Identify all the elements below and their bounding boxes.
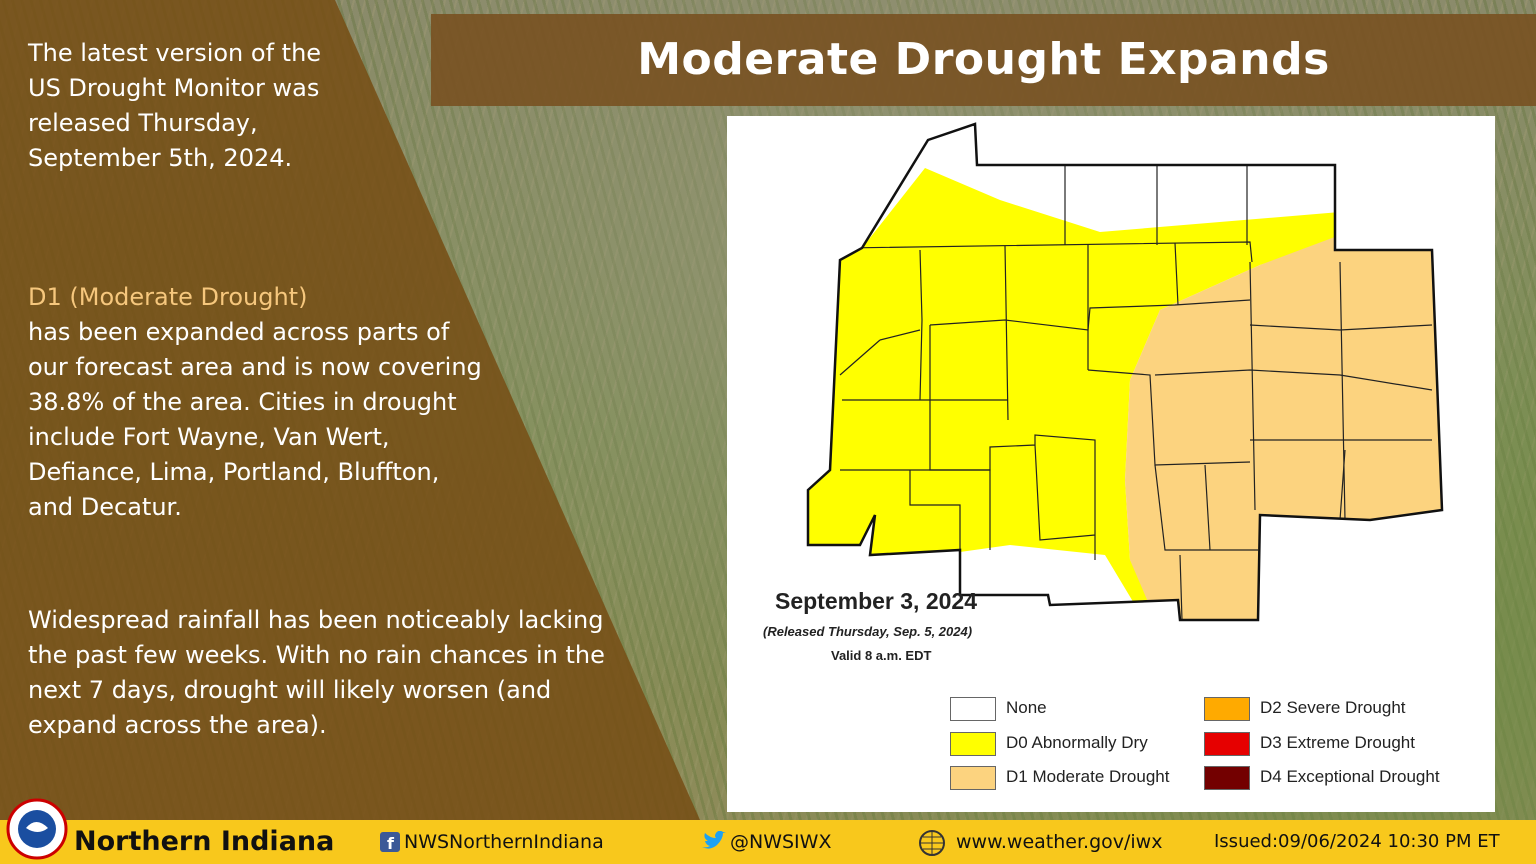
office-name: Northern Indiana (74, 826, 335, 857)
outlook-text: Widespread rainfall has been noticeably … (28, 606, 605, 739)
drought-map (806, 122, 1444, 622)
map-panel: September 3, 2024 (Released Thursday, Se… (727, 116, 1495, 812)
legend-label: D3 Extreme Drought (1260, 733, 1415, 752)
legend-swatch (1204, 696, 1250, 721)
issued-time: Issued:09/06/2024 10:30 PM ET (1214, 831, 1500, 852)
legend-item: None (950, 696, 1047, 721)
facebook-icon: f (380, 832, 400, 852)
nws-logo (6, 798, 68, 860)
legend-swatch (950, 731, 996, 756)
map-date: September 3, 2024 (775, 588, 978, 614)
drought-areas (808, 124, 1442, 620)
region-outline (806, 122, 1444, 622)
title: Moderate Drought Expands (431, 14, 1536, 106)
legend-label: D0 Abnormally Dry (1006, 733, 1148, 752)
legend-item: D1 Moderate Drought (950, 765, 1170, 790)
twitter-icon (702, 831, 726, 849)
legend-swatch (1204, 765, 1250, 790)
fb-box (380, 832, 400, 852)
globe-lines (920, 831, 944, 855)
legend-swatch (950, 696, 996, 721)
legend-swatch (1204, 731, 1250, 756)
intro-text: The latest version of the US Drought Mon… (28, 39, 322, 172)
panel-shape (0, 0, 700, 820)
web-icon (919, 830, 945, 856)
fb-glyph: f (387, 834, 395, 852)
side-panel (0, 0, 700, 820)
legend-label: D1 Moderate Drought (1006, 767, 1170, 786)
bird (702, 831, 726, 849)
logo-cloud (26, 822, 48, 832)
county-lines (839, 165, 1433, 620)
footer: Northern Indiana f NWSNorthernIndiana @N… (0, 798, 1536, 864)
highlight-text: D1 (Moderate Drought) (28, 283, 308, 311)
legend-item: D4 Exceptional Drought (1204, 765, 1440, 790)
legend-item: D2 Severe Drought (1204, 696, 1406, 721)
legend-item: D3 Extreme Drought (1204, 731, 1415, 756)
legend-label: None (1006, 698, 1047, 717)
d0-area (808, 168, 1340, 605)
map-release: (Released Thursday, Sep. 5, 2024) (763, 624, 973, 639)
facebook-handle[interactable]: NWSNorthernIndiana (404, 831, 604, 853)
legend-item: D0 Abnormally Dry (950, 731, 1148, 756)
body-text: has been expanded across parts of our fo… (28, 318, 482, 521)
website[interactable]: www.weather.gov/iwx (956, 831, 1163, 853)
legend-swatch (950, 765, 996, 790)
map-valid: Valid 8 a.m. EDT (831, 648, 932, 663)
legend-label: D4 Exceptional Drought (1260, 767, 1440, 786)
legend-label: D2 Severe Drought (1260, 698, 1406, 717)
twitter-handle[interactable]: @NWSIWX (730, 831, 832, 853)
